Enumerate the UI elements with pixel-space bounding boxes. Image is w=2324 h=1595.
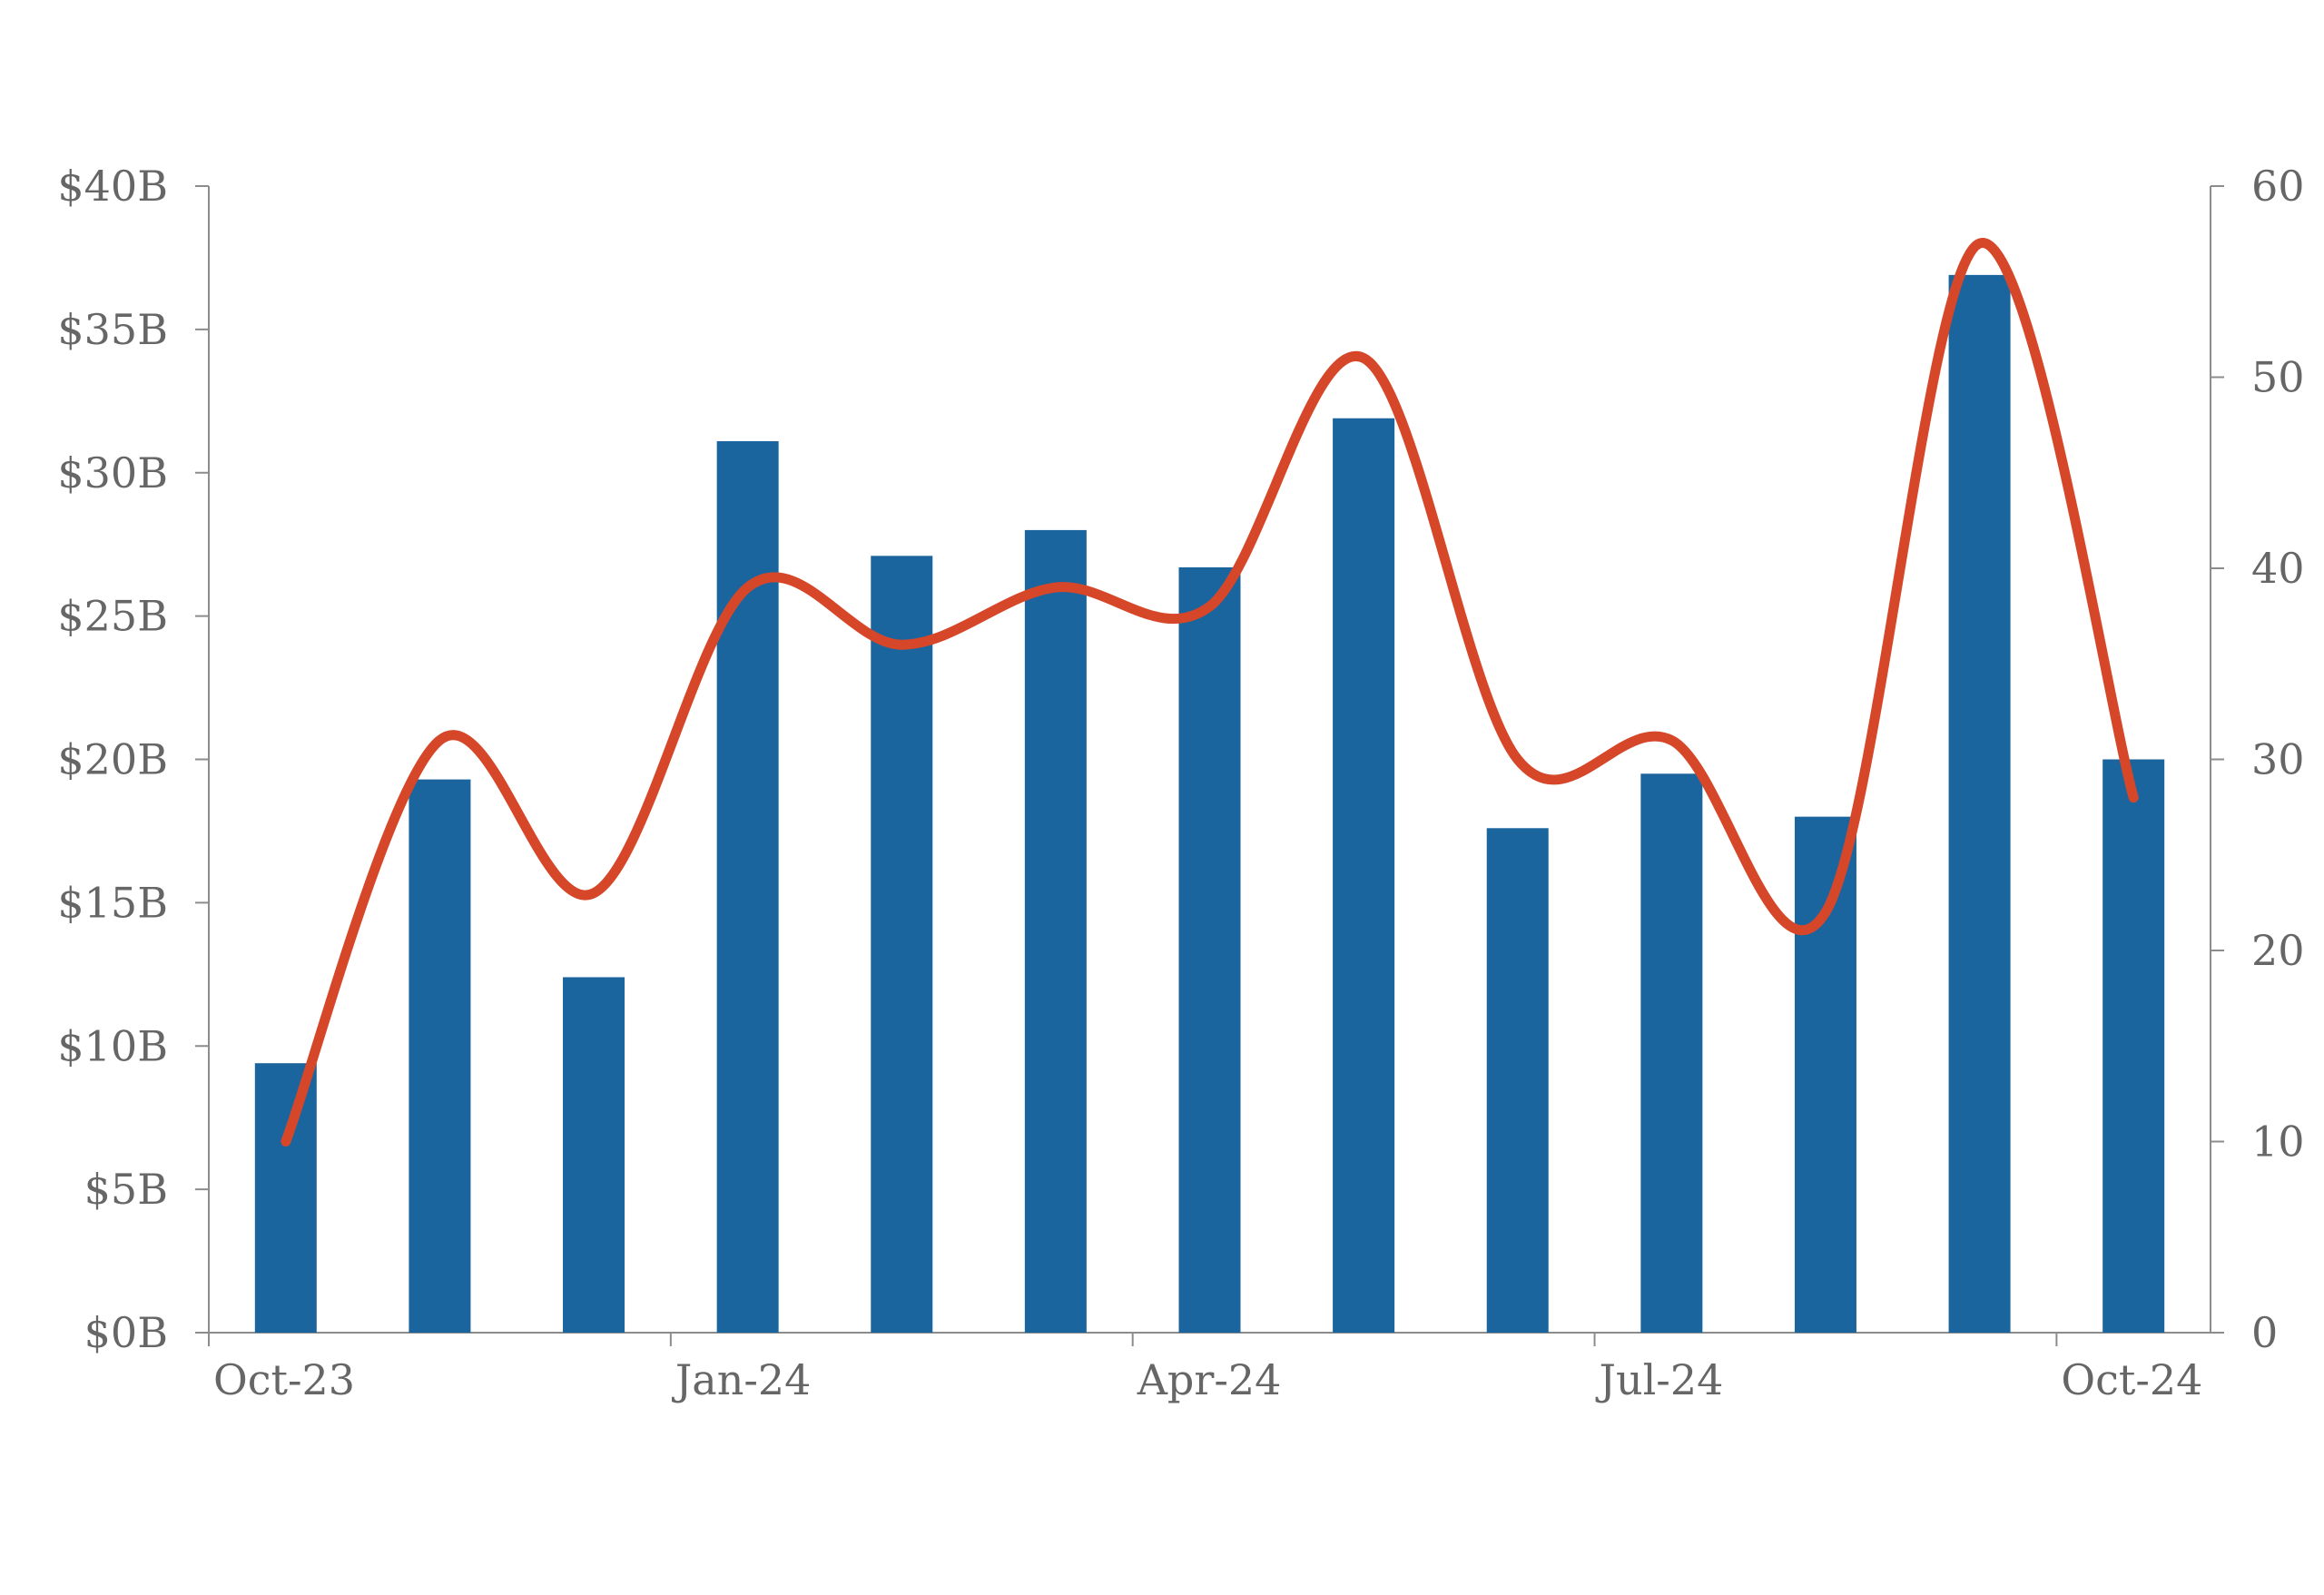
left-axis-tick-label: $5B: [84, 1165, 168, 1214]
left-axis-tick-label: $20B: [57, 735, 168, 784]
left-axis-tick-label: $0B: [84, 1308, 168, 1357]
left-axis-tick-label: $10B: [57, 1021, 168, 1070]
bar: [409, 779, 471, 1333]
left-axis-tick-label: $35B: [57, 305, 168, 354]
bar: [1486, 828, 1549, 1333]
bar: [1640, 773, 1703, 1333]
bar: [254, 1063, 317, 1333]
line-point: [1670, 739, 1672, 741]
line-point: [285, 1141, 287, 1143]
right-axis-tick-label: 60: [2251, 162, 2305, 211]
bar: [1024, 529, 1087, 1333]
bar: [2102, 759, 2165, 1333]
bar-series: [254, 274, 2165, 1334]
line-point: [1209, 606, 1211, 607]
bar: [1333, 418, 1395, 1333]
axes: $0B $5B $10B $15B $20B $25B $30B $35B $40B 0 10 20 3…: [57, 162, 2304, 1404]
bar: [1178, 566, 1241, 1333]
x-axis-tick-label: Oct-23: [213, 1355, 355, 1404]
line-point: [1363, 357, 1364, 359]
right-axis-tick-label: 50: [2251, 353, 2305, 402]
x-axis-tick-label: Jan-24: [672, 1355, 812, 1404]
line-series: [281, 238, 2139, 1147]
left-axis-tick-label: $30B: [57, 448, 168, 497]
line-point: [438, 739, 440, 741]
right-axis-tick-label: 20: [2251, 926, 2305, 975]
left-axis-tick-label: $25B: [57, 592, 168, 641]
line-point: [2132, 797, 2134, 799]
left-axis-tick-label: $40B: [57, 162, 168, 211]
line-point: [901, 644, 902, 645]
bar: [871, 556, 933, 1333]
right-axis-tick-label: 30: [2251, 735, 2305, 784]
right-axis-tick-label: 0: [2251, 1308, 2278, 1357]
line-point: [747, 586, 749, 588]
line-point: [1517, 759, 1519, 761]
line-point: [1979, 242, 1981, 244]
trend-line: [281, 238, 2139, 1147]
line-point: [593, 892, 595, 894]
right-axis-tick-label: 10: [2251, 1117, 2305, 1167]
right-axis-tick-label: 40: [2251, 544, 2305, 593]
bar: [563, 977, 625, 1333]
x-axis-tick-label: Apr-24: [1137, 1355, 1282, 1404]
line-point: [1055, 586, 1057, 588]
x-axis-tick-label: Jul-24: [1596, 1355, 1724, 1404]
left-axis-tick-label: $15B: [57, 878, 168, 927]
bar: [1948, 274, 2011, 1333]
line-point: [1825, 911, 1827, 913]
bar: [1794, 816, 1856, 1333]
x-axis-tick-label: Oct-24: [2061, 1355, 2202, 1404]
